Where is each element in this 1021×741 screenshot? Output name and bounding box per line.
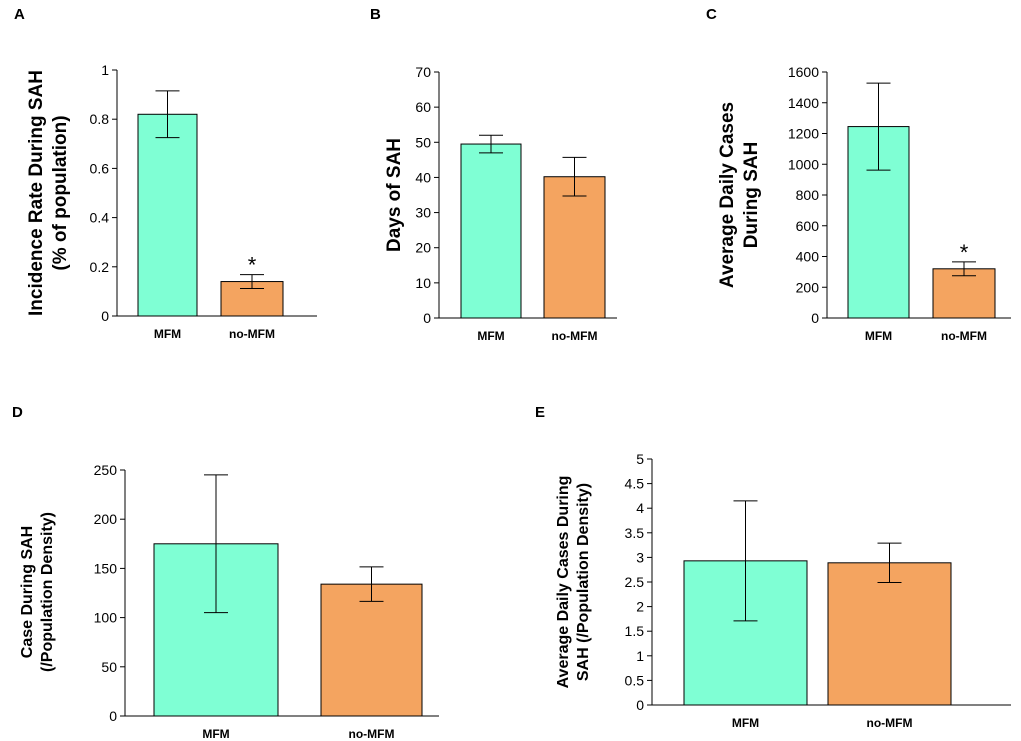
y-tick-label-c: 600 [796,218,820,234]
error-bar-b-mfm [479,134,503,154]
x-tick-label-c-no-mfm: no-MFM [941,329,987,343]
x-tick-label-e-mfm: MFM [732,716,759,730]
y-tick-label-e: 0 [636,697,644,713]
panel-b: B 0 10 20 30 40 50 60 70 MFM no-MFM Days of SAH [370,6,617,343]
y-axis-title-d: Case During SAH (/Population Density) [19,512,56,672]
significance-marker-c: * [960,240,969,265]
y-tick-label-b: 10 [415,275,431,291]
y-tick-label-e: 0.5 [625,672,645,688]
y-tick-label-b: 20 [415,240,431,256]
y-tick-label-d: 50 [101,659,117,675]
error-bar-b-no-mfm [562,156,587,197]
error-bar-e-mfm [733,500,758,622]
x-tick-label-b-no-mfm: no-MFM [552,329,598,343]
error-bar-a-mfm [155,90,180,139]
panel-letter-b: B [370,6,381,23]
y-tick-label-e: 1 [636,648,644,664]
y-axis-title-line-b: Days of SAH [384,138,405,252]
panel-letter-a: A [14,6,25,23]
y-tick-label-d: 150 [94,560,118,576]
bar-b-no-mfm [543,176,606,319]
y-tick-label-e: 3 [636,549,644,565]
y-tick-label-b: 60 [415,99,431,115]
panel-c: C * 0 200 400 600 800 1000 1200 1400 1600 MFM no-MFM… [706,6,1011,343]
y-tick-label-d: 100 [94,610,118,626]
panel-e: E 0 0.5 1 1.5 2 2.5 3 3.5 4 4.5 5 MFM no-MFM Average D… [535,404,1011,730]
y-axis-title-e: Average Daily Cases During SAH (/Populati… [555,476,592,689]
y-tick-label-c: 200 [796,279,820,295]
y-axis-title-b: Days of SAH [384,138,405,252]
y-tick-label-c: 800 [796,187,820,203]
y-axis-title-line-d: (/Population Density) [39,512,56,672]
y-axis-title-line-d: Case During SAH [19,526,36,658]
error-bar-e-no-mfm [877,542,902,583]
panel-a: A * 0 0.2 0.4 0.6 0.8 1 MFM no-MFM Incidence Rate … [14,6,317,341]
y-tick-label-c: 400 [796,249,820,265]
bar-d-no-mfm [320,583,423,717]
y-tick-label-b: 0 [423,310,431,326]
x-tick-label-e-no-mfm: no-MFM [867,716,913,730]
panel-letter-d: D [12,404,23,421]
x-tick-label-a-mfm: MFM [154,327,181,341]
y-tick-label-b: 50 [415,134,431,150]
x-tick-label-d-mfm: MFM [202,727,229,741]
y-tick-label-b: 70 [415,64,431,80]
y-tick-label-b: 30 [415,205,431,221]
y-tick-label-e: 2 [636,599,644,615]
y-axis-title-line-e: Average Daily Cases During [555,476,572,689]
panel-letter-e: E [535,404,545,421]
y-tick-label-e: 4 [636,500,644,516]
y-axis-title-line-c: During SAH [741,142,762,249]
y-axis-title-line-c: Average Daily Cases [717,102,738,288]
x-tick-label-d-no-mfm: no-MFM [349,727,395,741]
y-tick-label-c: 0 [811,310,819,326]
y-tick-label-e: 3.5 [625,525,645,541]
y-axis-title-a: Incidence Rate During SAH (% of populatio… [26,70,71,316]
panel-letter-c: C [706,6,717,23]
x-tick-label-a-no-mfm: no-MFM [229,327,275,341]
bar-c-no-mfm [932,268,996,319]
y-tick-label-a: 0 [101,308,109,324]
y-axis-title-line-a: Incidence Rate During SAH [26,70,47,316]
y-axis-title-line-e: SAH (/Population Density) [575,483,592,681]
y-tick-label-a: 1 [101,62,109,78]
panel-d: D 0 50 100 150 200 250 MFM no-MFM Case During SAH… [12,404,439,741]
y-tick-label-c: 1000 [788,156,819,172]
y-tick-label-c: 1600 [788,64,819,80]
y-tick-label-a: 0.6 [90,160,110,176]
bar-a-mfm [137,113,198,317]
y-axis-title-line-a: (% of population) [50,115,71,270]
y-tick-label-d: 250 [94,462,118,478]
y-tick-label-a: 0.2 [90,259,110,275]
error-bar-c-mfm [866,82,891,171]
error-bar-a-no-mfm [240,274,264,289]
y-tick-label-c: 1200 [788,126,819,142]
x-tick-label-b-mfm: MFM [477,329,504,343]
x-tick-label-c-mfm: MFM [865,329,892,343]
error-bar-c-no-mfm [952,261,976,277]
y-tick-label-c: 1400 [788,95,819,111]
y-axis-title-c: Average Daily Cases During SAH [717,102,762,288]
bar-e-no-mfm [827,562,952,706]
y-tick-label-e: 5 [636,451,644,467]
y-tick-label-d: 200 [94,511,118,527]
significance-marker-a: * [248,253,257,278]
error-bar-d-no-mfm [359,566,384,602]
y-tick-label-e: 4.5 [625,476,645,492]
y-tick-label-a: 0.4 [90,210,110,226]
y-tick-label-d: 0 [109,708,117,724]
y-tick-label-e: 1.5 [625,623,645,639]
y-tick-label-e: 2.5 [625,574,645,590]
bar-b-mfm [460,143,522,319]
y-tick-label-b: 40 [415,169,431,185]
y-tick-label-a: 0.8 [90,111,110,127]
error-bar-d-mfm [204,474,228,614]
